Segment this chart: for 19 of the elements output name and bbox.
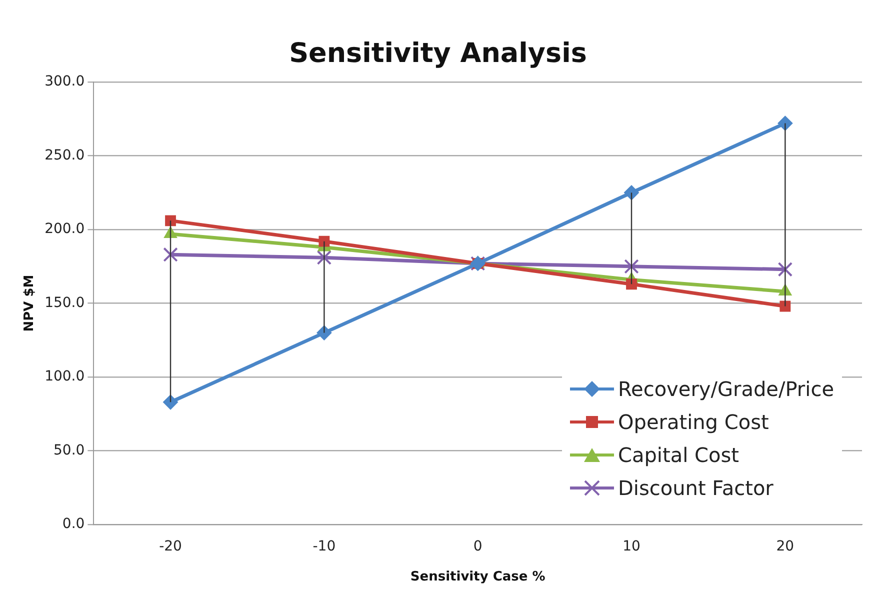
legend-label: Capital Cost [618,443,739,468]
y-tick-label: 150.0 [44,294,85,311]
x-tick-label: -10 [312,538,336,555]
legend-label: Operating Cost [618,410,769,434]
y-tick-label: 50.0 [54,442,85,458]
y-tick-label: 200.0 [44,221,85,238]
legend-label: Recovery/Grade/Price [618,377,834,402]
y-tick-label: 100.0 [44,368,85,385]
y-tick-label: 300.0 [44,74,85,90]
y-axis-title: NPV $M [22,274,38,332]
x-tick-label: -20 [159,538,182,555]
x-tick-label: 0 [473,538,482,555]
x-axis-title: Sensitivity Case % [410,570,546,585]
x-tick-label: 10 [622,538,640,555]
y-tick-label: 0.0 [62,516,85,532]
legend-label: Discount Factor [618,476,774,500]
x-tick-label: 20 [776,538,794,555]
chart-title: Sensitivity Analysis [288,38,588,69]
y-tick-label: 250.0 [44,147,85,164]
